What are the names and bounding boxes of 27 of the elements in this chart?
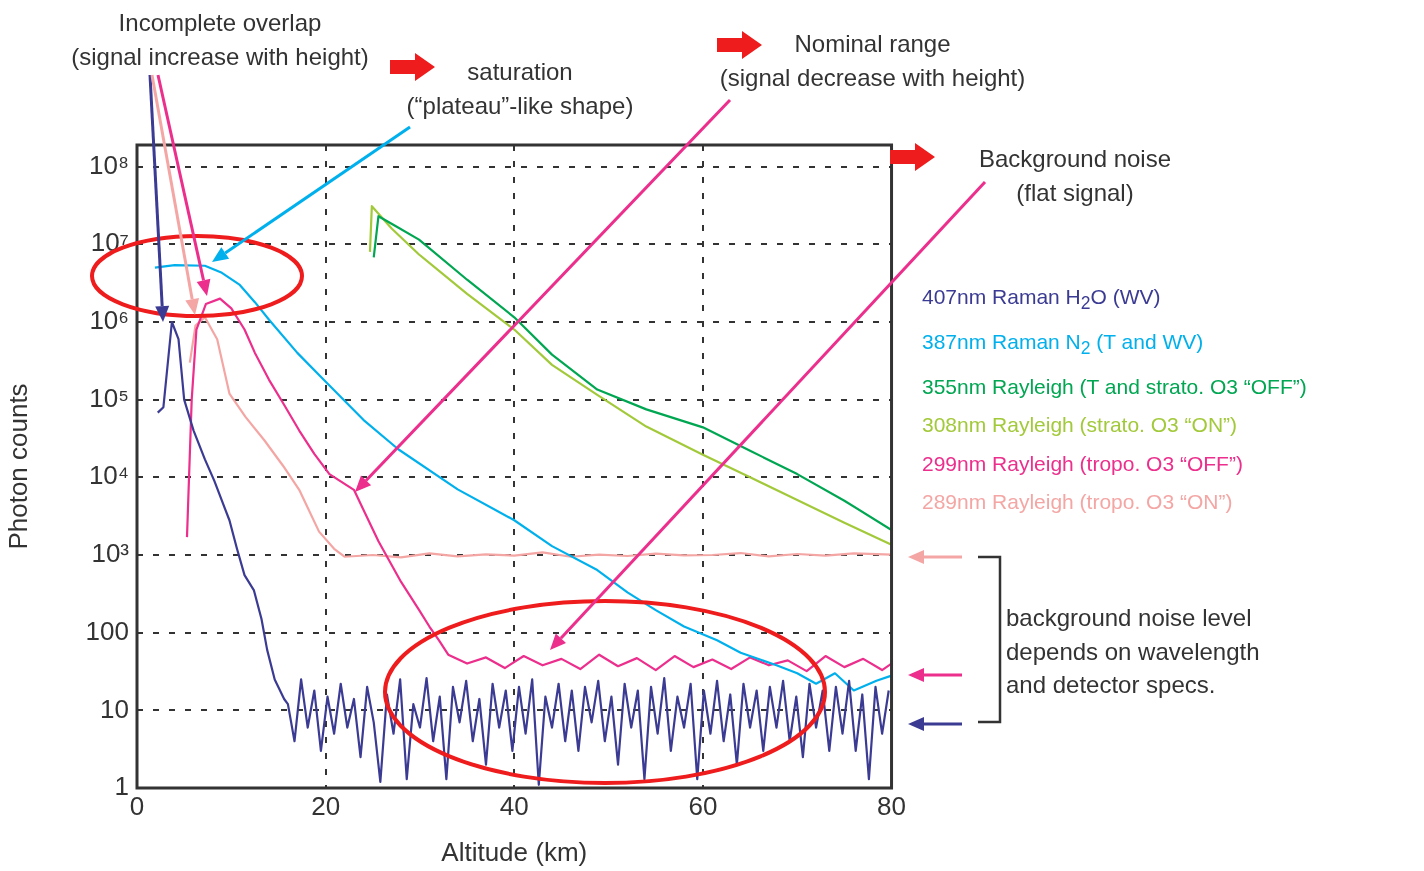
x-tick-label: 60 xyxy=(688,790,718,821)
x-axis-title: Altitude (km) xyxy=(441,836,588,867)
text: Background noise (flat signal) xyxy=(977,144,1173,208)
y-tick-label: 10 xyxy=(100,693,129,724)
text: 299nm Rayleigh (tropo. O3 “OFF”) xyxy=(922,450,1244,477)
text: saturation (“plateau”-like shape) xyxy=(405,57,635,121)
text: 387nm Raman N$_{2}$ (T and WV) xyxy=(922,328,1205,360)
y-tick-label: 10⁶ xyxy=(89,305,129,336)
x-tick-label: 0 xyxy=(129,790,145,821)
text: 289nm Rayleigh (tropo. O3 “ON”) xyxy=(922,489,1234,516)
text: Incomplete overlap (signal increase with height) xyxy=(70,8,370,72)
text: background noise level depends on wavelength and detector specs. xyxy=(1006,603,1261,700)
y-tick-label: 10⁸ xyxy=(89,149,129,180)
text: 355nm Rayleigh (T and strato. O3 “OFF”) xyxy=(922,373,1307,400)
y-tick-label: 100 xyxy=(85,615,129,646)
x-tick-label: 80 xyxy=(877,790,906,821)
x-tick-label: 20 xyxy=(311,790,341,821)
y-tick-label: 10⁷ xyxy=(90,227,129,258)
x-tick-label: 40 xyxy=(499,790,529,821)
y-tick-label: 10⁵ xyxy=(89,382,129,413)
text: Nominal range (signal decrease with height) xyxy=(718,29,1027,93)
y-tick-label: 1 xyxy=(114,771,129,802)
y-tick-label: 10³ xyxy=(91,538,130,569)
y-tick-label: 10⁴ xyxy=(88,460,129,491)
text: 308nm Rayleigh (strato. O3 “ON”) xyxy=(922,412,1239,439)
y-axis-title: Photon counts xyxy=(2,383,33,550)
text: 407nm Raman H$_{2}$O (WV) xyxy=(922,284,1162,316)
